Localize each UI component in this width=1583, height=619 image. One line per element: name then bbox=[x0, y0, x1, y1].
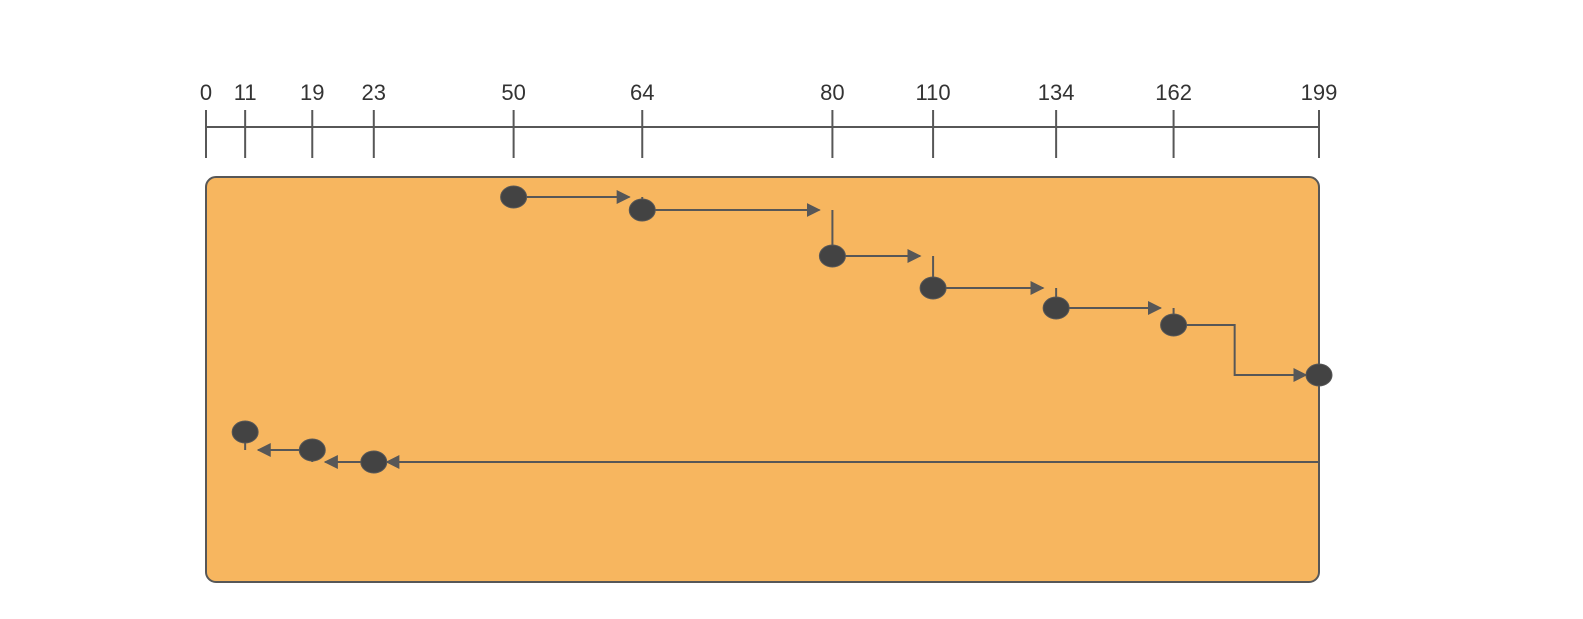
track-box bbox=[206, 177, 1319, 582]
node-n199 bbox=[1306, 364, 1332, 386]
axis-label: 11 bbox=[234, 80, 257, 105]
node-n80 bbox=[819, 245, 845, 267]
axis-label: 23 bbox=[362, 80, 386, 105]
node-n162 bbox=[1161, 314, 1187, 336]
axis-label: 162 bbox=[1155, 80, 1192, 105]
axis-label: 110 bbox=[916, 80, 951, 105]
axis-label: 134 bbox=[1038, 80, 1075, 105]
axis-label: 0 bbox=[200, 80, 212, 105]
axis-label: 19 bbox=[300, 80, 324, 105]
axis-label: 50 bbox=[501, 80, 525, 105]
axis-label: 199 bbox=[1301, 80, 1338, 105]
axis-label: 64 bbox=[630, 80, 654, 105]
node-n19 bbox=[299, 439, 325, 461]
node-n64 bbox=[629, 199, 655, 221]
node-n23 bbox=[361, 451, 387, 473]
node-n134 bbox=[1043, 297, 1069, 319]
node-n11 bbox=[232, 421, 258, 443]
node-n50 bbox=[501, 186, 527, 208]
node-n110 bbox=[920, 277, 946, 299]
axis-label: 80 bbox=[820, 80, 844, 105]
